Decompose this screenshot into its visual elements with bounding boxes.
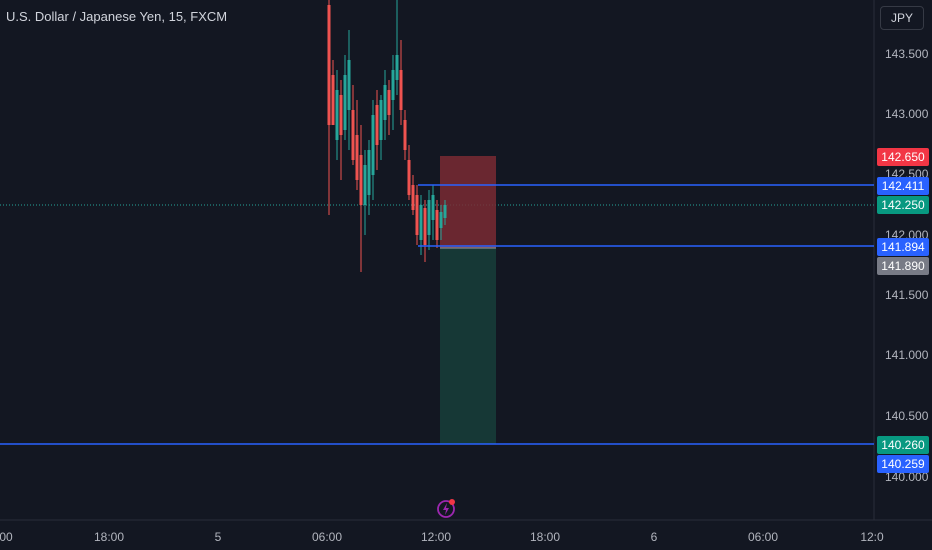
time-tick: 00 xyxy=(0,530,13,544)
candle-body xyxy=(339,95,343,135)
entry-label-bg xyxy=(877,257,929,275)
price-tick: 143.500 xyxy=(885,47,929,61)
symbol-title[interactable]: U.S. Dollar / Japanese Yen, 15, FXCM xyxy=(6,9,228,24)
candle-body xyxy=(387,90,391,115)
candle-body xyxy=(427,200,431,235)
price-tick: 140.500 xyxy=(885,409,929,423)
time-tick: 6 xyxy=(651,530,658,544)
candlestick-series xyxy=(327,0,447,272)
price-tick: 143.000 xyxy=(885,107,929,121)
take-profit-label-bg xyxy=(877,436,929,454)
candle-body xyxy=(399,70,403,110)
entry-line-label-bg xyxy=(877,238,929,256)
risk-zone[interactable] xyxy=(440,156,496,248)
time-tick: 12:00 xyxy=(421,530,451,544)
upper-line-price-label: 142.411 xyxy=(882,179,925,193)
candle-body xyxy=(331,75,335,125)
candle-body xyxy=(435,210,439,240)
currency-button[interactable]: JPY xyxy=(880,6,924,30)
current-price-label: 142.250 xyxy=(881,198,925,212)
candle-body xyxy=(391,70,395,100)
candle-body xyxy=(407,160,411,195)
candle-body xyxy=(367,150,371,195)
candle-body xyxy=(335,90,339,140)
candle-body xyxy=(383,85,387,120)
candle-body xyxy=(423,208,427,245)
candle-body xyxy=(439,212,443,228)
candle-body xyxy=(363,165,367,205)
time-tick: 5 xyxy=(215,530,222,544)
current-price-label-bg xyxy=(877,196,929,214)
time-tick: 18:00 xyxy=(94,530,124,544)
entry-line-price-label: 141.894 xyxy=(881,240,925,254)
candle-body xyxy=(395,55,399,80)
candle-body xyxy=(411,185,415,210)
time-tick: 18:00 xyxy=(530,530,560,544)
candle-body xyxy=(443,205,447,218)
time-tick: 06:00 xyxy=(748,530,778,544)
price-tick: 141.500 xyxy=(885,288,929,302)
candle-body xyxy=(355,135,359,180)
candle-body xyxy=(347,60,351,110)
reward-zone[interactable] xyxy=(440,248,496,444)
lower-line-price-label: 140.259 xyxy=(881,457,925,471)
price-tick: 140.000 xyxy=(885,470,929,484)
short-position-tool[interactable] xyxy=(440,156,496,444)
candle-body xyxy=(351,110,355,160)
candle-body xyxy=(375,105,379,145)
take-profit-price-label: 140.260 xyxy=(881,438,925,452)
lightning-bolt-icon[interactable] xyxy=(436,497,458,519)
candle-body xyxy=(431,195,435,220)
stop-loss-label-bg xyxy=(877,148,929,166)
time-tick: 06:00 xyxy=(312,530,342,544)
price-tick: 141.000 xyxy=(885,348,929,362)
candle-body xyxy=(359,155,363,205)
lower-line-label-bg xyxy=(877,455,929,473)
candle-body xyxy=(371,115,375,175)
candle-body xyxy=(379,100,383,140)
candle-body xyxy=(343,75,347,130)
time-tick: 12:0 xyxy=(860,530,884,544)
stop-loss-price-label: 142.650 xyxy=(881,150,925,164)
candle-body xyxy=(327,5,331,125)
candle-body xyxy=(403,120,407,150)
upper-line-label-bg xyxy=(877,177,929,195)
candle-body xyxy=(415,195,419,235)
candle-body xyxy=(419,205,423,240)
entry-price-label: 141.890 xyxy=(881,259,925,273)
